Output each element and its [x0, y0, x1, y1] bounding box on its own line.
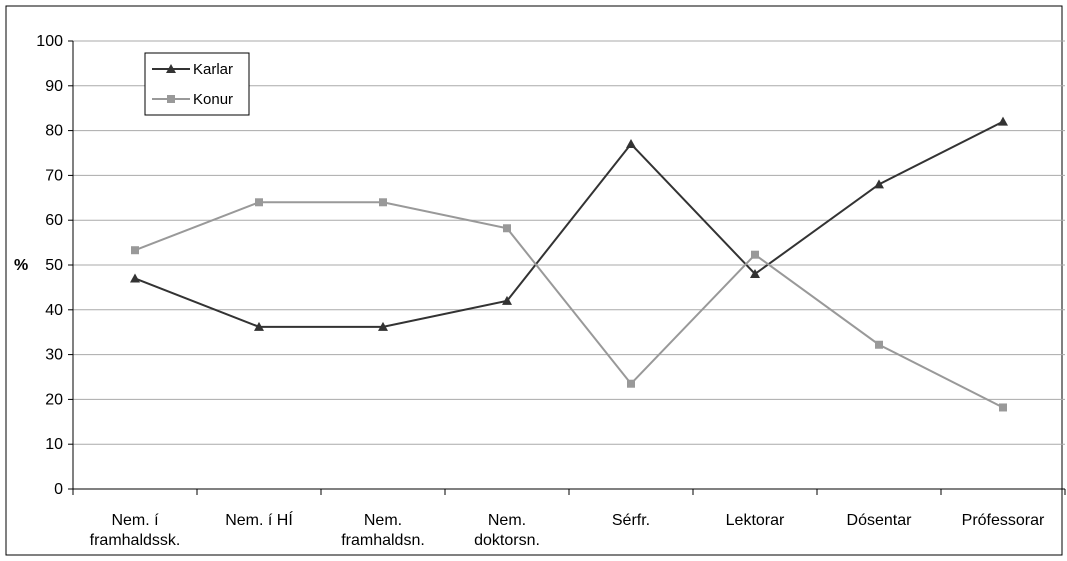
data-point-konur — [999, 403, 1007, 412]
data-point-konur — [503, 224, 511, 233]
series-group — [130, 116, 1008, 412]
data-point-karlar — [130, 273, 140, 283]
y-tick-label: 90 — [45, 78, 63, 95]
x-tick-label: Lektorar — [726, 512, 785, 529]
x-tick-label: Prófessorar — [962, 512, 1045, 529]
data-point-konur — [131, 246, 139, 255]
x-tick-label: Nem. framhaldsn. — [341, 512, 425, 549]
legend-marker-konur — [167, 95, 175, 103]
legend-box — [144, 52, 250, 116]
series-line-karlar — [134, 120, 1004, 328]
y-tick-label: 10 — [45, 436, 63, 453]
data-point-konur — [751, 250, 759, 259]
data-point-karlar — [874, 179, 884, 189]
data-point-karlar — [626, 139, 636, 149]
data-point-konur — [379, 198, 387, 207]
x-tick-label: Sérfr. — [612, 512, 650, 529]
series-konur — [131, 198, 1007, 412]
data-point-karlar — [378, 321, 388, 331]
y-tick-label: 30 — [45, 347, 63, 364]
y-tick-label: 70 — [45, 167, 63, 184]
y-tick-label: 50 — [45, 257, 63, 274]
x-tick-labels: Nem. í framhaldssk. Nem. í HÍ Nem. framhalds… — [90, 510, 1045, 549]
x-tick-label: Nem. í HÍ — [225, 510, 293, 529]
data-point-konur — [875, 340, 883, 349]
y-tick-label: 80 — [45, 123, 63, 140]
legend-label-karlar: Karlar — [193, 61, 233, 78]
x-tick-label: Nem. í framhaldssk. — [90, 512, 181, 549]
y-tick-label: 100 — [36, 33, 63, 50]
data-point-karlar — [502, 295, 512, 305]
x-tick-label: Nem. doktorsn. — [474, 512, 540, 549]
series-karlar — [130, 116, 1008, 331]
data-point-karlar — [750, 268, 760, 278]
x-tick-label: Dósentar — [847, 512, 913, 529]
legend: Karlar Konur — [144, 52, 250, 116]
y-tick-label: 0 — [54, 481, 63, 498]
data-point-karlar — [254, 321, 264, 331]
legend-marker-karlar — [166, 64, 176, 73]
y-tick-labels: 0 10 20 30 40 50 60 70 80 90 100 — [36, 33, 63, 498]
data-point-konur — [255, 198, 263, 207]
y-axis-label: % — [14, 257, 28, 274]
y-tick-label: 60 — [45, 212, 63, 229]
series-line-konur — [134, 201, 1004, 409]
data-point-karlar — [998, 116, 1008, 126]
data-point-konur — [627, 379, 635, 388]
y-tick-label: 40 — [45, 302, 63, 319]
legend-label-konur: Konur — [193, 91, 233, 108]
axes — [68, 40, 1066, 495]
y-tick-label: 20 — [45, 391, 63, 408]
